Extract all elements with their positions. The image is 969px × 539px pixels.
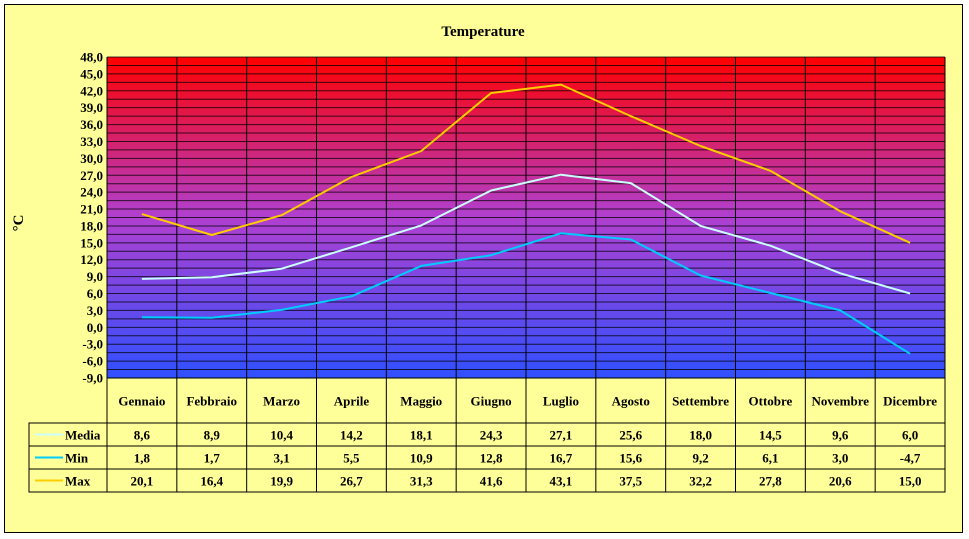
y-tick-label: 6,0 bbox=[87, 286, 103, 301]
y-tick-label: 42,0 bbox=[80, 83, 103, 98]
y-tick-label: 36,0 bbox=[80, 117, 103, 132]
series-line-min bbox=[141, 232, 911, 355]
table-cell-value: 15,0 bbox=[899, 474, 922, 489]
table-cell-value: 15,6 bbox=[619, 451, 642, 466]
series-line-max bbox=[141, 83, 911, 244]
series-lines bbox=[141, 83, 911, 355]
table-cell-value: 37,5 bbox=[619, 474, 642, 489]
table-cell-value: 5,5 bbox=[343, 451, 360, 466]
y-tick-label: 27,0 bbox=[80, 168, 103, 183]
x-category-label: Maggio bbox=[400, 394, 442, 409]
y-tick-label: 39,0 bbox=[80, 100, 103, 115]
y-tick-label: 21,0 bbox=[80, 202, 103, 217]
table-cell-value: 25,6 bbox=[619, 428, 642, 443]
y-axis-label: °C bbox=[11, 215, 27, 232]
table-cell-value: 6,1 bbox=[762, 451, 778, 466]
table-cell-value: 10,4 bbox=[270, 428, 293, 443]
table-cell-value: 43,1 bbox=[550, 474, 573, 489]
table-cell-value: 9,6 bbox=[832, 428, 849, 443]
table-cell-value: 14,5 bbox=[759, 428, 782, 443]
x-category-label: Novembre bbox=[811, 394, 869, 409]
y-tick-label: 24,0 bbox=[80, 185, 103, 200]
x-category-label: Ottobre bbox=[749, 394, 793, 409]
table-cell-value: 6,0 bbox=[902, 428, 918, 443]
y-tick-label: -3,0 bbox=[82, 337, 103, 352]
y-tick-label: 30,0 bbox=[80, 151, 103, 166]
table-cell-value: 16,4 bbox=[200, 474, 223, 489]
chart-title: Temperature bbox=[441, 24, 525, 40]
y-tick-label: 48,0 bbox=[80, 50, 103, 65]
table-cell-value: 19,9 bbox=[270, 474, 293, 489]
table-cell-value: 18,1 bbox=[410, 428, 433, 443]
y-tick-label: 0,0 bbox=[87, 320, 103, 335]
y-tick-label: 3,0 bbox=[87, 303, 103, 318]
table-cell-value: 10,9 bbox=[410, 451, 433, 466]
table-cell-value: 27,8 bbox=[759, 474, 782, 489]
table-cell-value: 27,1 bbox=[550, 428, 573, 443]
y-tick-label: 33,0 bbox=[80, 134, 103, 149]
table-cell-value: 18,0 bbox=[689, 428, 712, 443]
temperature-chart: Temperature °C 48,045,0 42,0 39,0 36,0 33,0 3… bbox=[11, 24, 946, 493]
y-tick-label: -6,0 bbox=[82, 354, 103, 369]
x-category-label: Febbraio bbox=[186, 394, 237, 409]
gridlines bbox=[106, 56, 946, 379]
y-tick-label: 9,0 bbox=[87, 269, 103, 284]
table-cell-value: 9,2 bbox=[692, 451, 708, 466]
table-cell-value: 12,8 bbox=[480, 451, 503, 466]
x-category-label: Luglio bbox=[543, 394, 579, 409]
y-tick-label: 12,0 bbox=[80, 252, 103, 267]
x-category-label: Gennaio bbox=[118, 394, 165, 409]
table-cell-value: -4,7 bbox=[900, 451, 921, 466]
table-cell-value: 20,1 bbox=[131, 474, 154, 489]
y-tick-label: -9,0 bbox=[82, 371, 103, 386]
x-category-label: Agosto bbox=[612, 394, 650, 409]
table-cell-value: 3,0 bbox=[832, 451, 848, 466]
x-category-label: Settembre bbox=[672, 394, 729, 409]
table-cell-value: 16,7 bbox=[550, 451, 573, 466]
table-cell-value: 14,2 bbox=[340, 428, 363, 443]
x-category-label: Dicembre bbox=[883, 394, 937, 409]
x-category-label: Aprile bbox=[334, 394, 370, 409]
legend-label-max: Max bbox=[65, 474, 91, 489]
x-category-label: Giugno bbox=[470, 394, 511, 409]
table-cell-value: 1,8 bbox=[134, 451, 151, 466]
table-cell-value: 1,7 bbox=[204, 451, 221, 466]
legend-label-min: Min bbox=[65, 451, 89, 466]
table-cell-value: 31,3 bbox=[410, 474, 433, 489]
table-cell-value: 8,6 bbox=[134, 428, 151, 443]
y-tick-label: 15,0 bbox=[80, 235, 103, 250]
y-tick-label: 18,0 bbox=[80, 218, 103, 233]
y-tick-label: 45,0 bbox=[80, 66, 103, 81]
series-line-media bbox=[141, 173, 911, 295]
table-cell-value: 41,6 bbox=[480, 474, 503, 489]
table-cell-value: 8,9 bbox=[204, 428, 221, 443]
table-cell-value: 3,1 bbox=[273, 451, 289, 466]
data-table: Gennaio Febbraio Marzo Aprile Maggio Giugno Lu… bbox=[28, 377, 946, 493]
table-cell-value: 24,3 bbox=[480, 428, 503, 443]
legend-label-media: Media bbox=[65, 428, 101, 443]
y-axis-ticks: 48,045,0 42,0 39,0 36,0 33,0 30,0 27,0 24,0 21,0… bbox=[80, 50, 103, 386]
table-cell-value: 26,7 bbox=[340, 474, 363, 489]
table-cell-value: 32,2 bbox=[689, 474, 712, 489]
x-category-label: Marzo bbox=[263, 394, 300, 409]
chart-area: Temperature °C 48,0 45,0 42,0 39,0 36,0 33,0 3… bbox=[4, 4, 963, 533]
table-cell-value: 20,6 bbox=[829, 474, 852, 489]
